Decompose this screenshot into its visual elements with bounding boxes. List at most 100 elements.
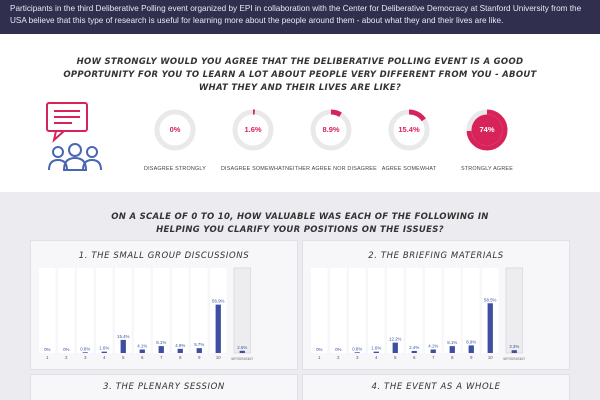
bar-column-bg [191,268,208,353]
bar-category-label: 4 [103,355,106,360]
question-agreement: HOW STRONGLY WOULD YOU AGREE THAT THE DE… [63,57,537,93]
panel-small-group-discussions: 1. THE SMALL GROUP DISCUSSIONS 0% 1 0% 2 0.8… [30,240,298,370]
bar-category-label: 7 [432,355,435,360]
donut-ring [154,109,196,151]
bar-category-label: 4 [375,355,378,360]
bar-column-bg [311,268,328,353]
bar-column-bg [39,268,56,353]
bar-value-label: 15.4% [117,334,130,339]
bar-category-label: 10 [488,355,493,360]
panel-title: 3. THE PLENARY SESSION [103,382,225,392]
bar [196,348,202,353]
donut-arc [466,109,508,151]
bar-category-label: 3 [356,355,359,360]
bar-category-label: 8 [179,355,182,360]
bar-value-label: 0% [44,347,50,352]
bar-column-bg [233,267,251,354]
panel-event-as-whole: 4. THE EVENT AS A WHOLE [302,374,570,400]
bar-category-label: 6 [413,355,416,360]
bar [177,348,183,353]
bar-category-label: 9 [198,355,201,360]
bar [101,351,107,353]
bar-column-bg [58,268,75,353]
intro-text: Participants in the third Deliberative P… [10,4,582,25]
bar-value-label: 8.1% [156,340,166,345]
donut-ring [466,109,508,151]
agreement-section: HOW STRONGLY WOULD YOU AGREE THAT THE DE… [0,34,600,192]
bar-value-label: 4.1% [137,344,147,349]
donut-arc [310,109,352,151]
donut-track [154,109,196,151]
bar [373,351,379,353]
bar-category-label: 1 [46,355,49,360]
intro-banner: Participants in the third Deliberative P… [0,0,600,34]
bar-column-bg [368,268,385,353]
bar [392,342,398,353]
bar-column-bg [115,268,132,353]
bar-chart-briefing: 0% 1 0% 2 0.8% 3 1.6% 4 12.2% 5 2.4% 6 4.1% 7 8.1% 8 8.9… [311,267,525,361]
bar-value-label: 8.9% [466,339,476,344]
bar [82,352,88,353]
donut-value-label: 15.4% [398,125,420,134]
panel-title: 1. THE SMALL GROUP DISCUSSIONS [78,251,250,261]
bar-column-bg [172,268,189,353]
bar-column-bg [406,268,423,353]
bar-column-bg [425,268,442,353]
donut-arc [388,109,430,151]
bar-value-label: 2.6% [237,345,247,350]
bar-value-label: 4.1% [428,344,438,349]
bar-value-label: 1.6% [371,346,381,351]
bar [158,346,164,353]
donut-2: 1.6% [231,108,275,152]
bar [487,303,493,353]
donut-fill [471,114,503,146]
bar-category-label: 5 [394,355,397,360]
bar-category-label: 5 [122,355,125,360]
bar-category-label: 6 [141,355,144,360]
bar [354,352,360,353]
bar-value-label: 0% [335,347,341,352]
donut-value-label: 1.6% [244,125,262,134]
panel-plenary-session: 3. THE PLENARY SESSION [30,374,298,400]
donut-category-label: DISAGREE SOMEWHAT [220,166,286,172]
bar-category-label: 2 [65,355,68,360]
panel-title: 4. THE EVENT AS A WHOLE [371,382,501,392]
bar-value-label: 56.9% [212,299,225,304]
donut-ring [232,109,274,151]
bar-value-label: 1.6% [99,346,109,351]
bar-column-bg [330,268,347,353]
bar [139,349,145,353]
bar [239,350,245,353]
bar [430,349,436,353]
bar-value-label: 0% [63,347,69,352]
donut-4: 15.4% [387,108,431,152]
bar-value-label: 58.5% [484,297,497,302]
donut-value-label: 0% [169,125,181,134]
donut-3: 8.9% [309,108,353,152]
donut-arc [232,109,274,151]
bar-value-label: 5.7% [194,342,204,347]
bar-column-bg [349,268,366,353]
bar [468,345,474,353]
bar-value-label: 4.9% [175,343,185,348]
bar-column-bg [77,268,94,353]
bar-column-bg [444,268,461,353]
donut-value-label: 8.9% [322,125,340,134]
donut-value-label: 74% [479,125,495,134]
bar-value-label: 2.4% [409,345,419,350]
bar-category-label: HAVEN'T THOUGHT MUCH ABOUT IT [231,357,253,361]
donut-ring [388,109,430,151]
bar [215,304,221,353]
bar-column-bg [96,268,113,353]
bar-value-label: 8.1% [447,340,457,345]
bar [449,346,455,353]
donut-ring [310,109,352,151]
donut-category-label: AGREE SOMEWHAT [381,166,437,172]
bar [120,339,126,353]
panel-title: 2. THE BRIEFING MATERIALS [368,251,504,261]
bar-category-label: 8 [451,355,454,360]
donut-category-label: NEITHER AGREE NOR DISAGREE [285,166,377,172]
speech-bubble-people-icon [46,102,102,171]
value-section: ON A SCALE OF 0 TO 10, HOW VALUABLE WAS … [0,192,600,400]
bar [511,350,517,353]
